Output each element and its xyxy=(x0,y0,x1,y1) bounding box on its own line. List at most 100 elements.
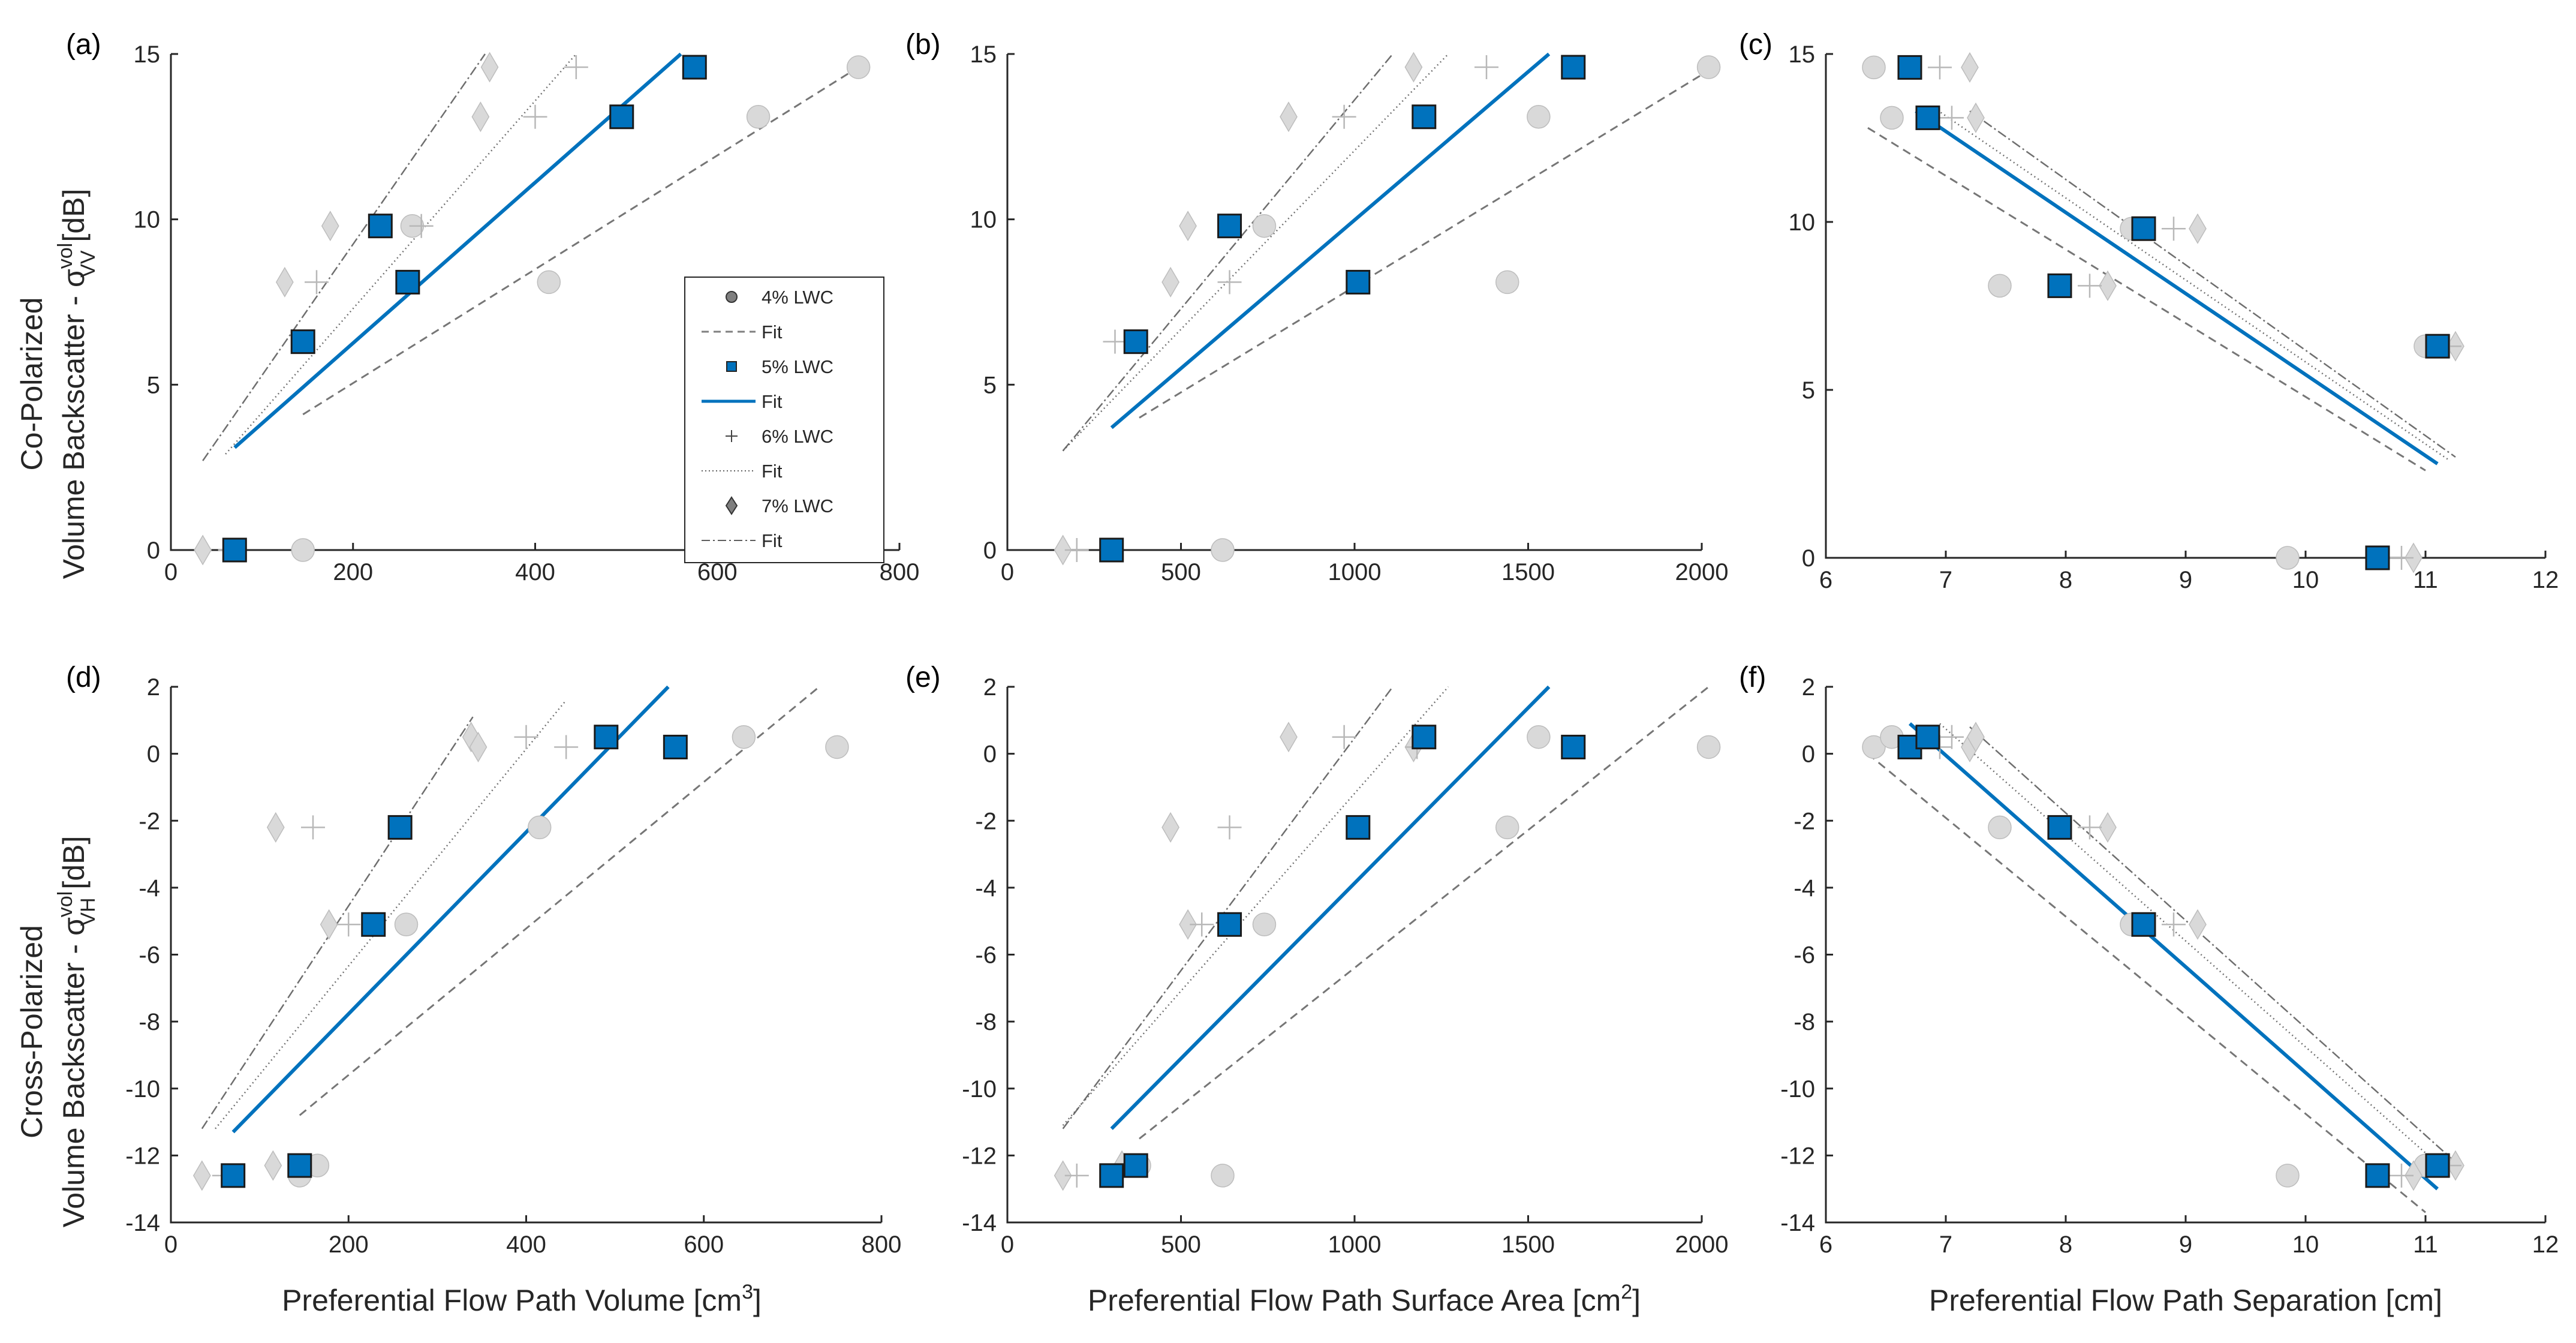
xlabel-e-sup: 2 xyxy=(1621,1281,1632,1303)
xtick-label-e: 1500 xyxy=(1501,1231,1555,1258)
point-6pct-b xyxy=(1217,270,1242,295)
point-5pct-c xyxy=(2047,273,2072,298)
point-7pct-e xyxy=(1054,1160,1072,1191)
ytick-label-e: 2 xyxy=(983,674,997,701)
xtick-label-a: 600 xyxy=(697,559,738,585)
top-ylabel-main: Volume Backscatter - σ xyxy=(57,269,91,579)
xlabel-d: Preferential Flow Path Volume [cm3] xyxy=(282,1281,762,1317)
fit-line-7pct-d xyxy=(201,716,474,1129)
point-5pct-c xyxy=(2365,545,2390,570)
fit-line-7pct-a xyxy=(202,53,486,461)
point-6pct-c xyxy=(2162,217,2186,241)
point-5pct-f xyxy=(1915,725,1940,750)
panel-b: (b) 0 500 1000 1500 2000 0 5 10 15 xyxy=(905,29,1728,585)
point-6pct-c xyxy=(2390,546,2414,570)
ytick-label-d: 0 xyxy=(147,741,160,768)
point-7pct-f xyxy=(2189,909,2207,940)
xtick-label-f: 10 xyxy=(2292,1231,2319,1258)
point-7pct-b xyxy=(1404,52,1423,83)
xtick-label-a: 800 xyxy=(880,559,920,585)
legend: 4% LWC Fit 5% LWC Fit 6% LWC Fit 7% LWC … xyxy=(684,277,884,563)
panel-f: (f) 6 7 8 9 10 11 12 -14 -12 -10 -8 -6 -4 -2 0 2 xyxy=(1739,662,2559,1258)
point-6pct-b xyxy=(1474,55,1499,80)
fit-line-4pct-d xyxy=(299,686,820,1116)
point-5pct-b xyxy=(1561,55,1586,80)
point-6pct-c xyxy=(2078,274,2102,298)
panel-label-c: (c) xyxy=(1739,29,1772,61)
legend-7pct-marker xyxy=(725,496,738,515)
xtick-label-b: 1000 xyxy=(1328,559,1382,585)
ytick-label-c: 0 xyxy=(1802,545,1815,572)
fit-line-4pct-f xyxy=(1867,753,2426,1213)
ytick-label-e: -8 xyxy=(975,1009,997,1035)
xlabel-e-end: ] xyxy=(1632,1284,1641,1317)
ytick-label-f: -14 xyxy=(1780,1210,1815,1236)
xtick-label-f: 6 xyxy=(1819,1231,1832,1258)
point-6pct-d xyxy=(554,735,579,759)
point-6pct-f xyxy=(2078,815,2102,840)
point-4pct-a xyxy=(291,538,315,562)
point-5pct-c xyxy=(1915,105,1940,130)
ytick-label-d: -4 xyxy=(139,875,160,902)
point-6pct-b xyxy=(1332,104,1356,129)
ytick-label-c: 5 xyxy=(1802,377,1815,404)
ytick-label-f: 0 xyxy=(1802,741,1815,768)
fit-line-5pct-d xyxy=(231,685,670,1134)
xlabel-d-sup: 3 xyxy=(742,1281,753,1303)
point-6pct-b xyxy=(1103,329,1127,354)
point-4pct-f xyxy=(2276,1164,2300,1188)
top-ylabel-sup: vol xyxy=(54,243,77,269)
point-7pct-b xyxy=(1179,211,1197,242)
point-7pct-c xyxy=(2189,213,2207,244)
legend-entry-8: Fit xyxy=(762,530,783,551)
point-6pct-d xyxy=(514,725,538,749)
point-5pct-a xyxy=(290,329,315,354)
panel-label-b: (b) xyxy=(905,29,941,61)
panel-d: (d) 0 200 400 600 800 -14 -12 -10 -8 -6 -4 -2 0 2 xyxy=(66,662,901,1258)
xtick-label-c: 8 xyxy=(2059,567,2072,593)
ytick-label-e: -10 xyxy=(962,1076,997,1102)
panel-c: (c) 6 7 8 9 10 11 12 0 5 10 15 xyxy=(1739,29,2559,593)
xtick-label-b: 2000 xyxy=(1675,559,1729,585)
point-4pct-b xyxy=(1495,270,1519,295)
fit-line-5pct-a xyxy=(233,52,682,449)
ytick-label-d: -10 xyxy=(125,1076,160,1102)
xtick-label-d: 200 xyxy=(329,1231,369,1258)
xtick-label-a: 400 xyxy=(515,559,555,585)
point-7pct-c xyxy=(1967,102,1985,133)
xtick-label-c: 6 xyxy=(1819,567,1832,593)
point-4pct-b xyxy=(1252,214,1277,238)
point-5pct-f xyxy=(2047,815,2072,840)
xtick-label-f: 12 xyxy=(2532,1231,2559,1258)
point-5pct-b xyxy=(1099,537,1124,563)
point-7pct-a xyxy=(321,211,339,242)
fit-line-6pct-b xyxy=(1062,53,1449,452)
point-6pct-a xyxy=(564,55,588,80)
legend-entry-5: 6% LWC xyxy=(762,426,833,447)
point-5pct-e xyxy=(1412,725,1437,750)
fit-line-5pct-f xyxy=(1909,722,2439,1191)
point-4pct-d xyxy=(825,735,849,759)
ytick-label-f: -12 xyxy=(1780,1143,1815,1169)
bottom-ylabel-sub: VH xyxy=(77,897,100,926)
bottom-ylabel-line2: Volume Backscatter - σvolVH [dB] xyxy=(54,836,100,1228)
ytick-label-f: -4 xyxy=(1793,875,1815,902)
point-4pct-e xyxy=(1495,815,1519,840)
axes-d xyxy=(170,687,881,1224)
fit-line-6pct-f xyxy=(1939,723,2444,1170)
ytick-label-f: 2 xyxy=(1802,674,1815,701)
fit-line-5pct-e xyxy=(1110,685,1551,1130)
axes-f xyxy=(1825,687,2545,1224)
fit-line-5pct-b xyxy=(1110,52,1551,429)
point-6pct-e xyxy=(1190,912,1214,937)
point-5pct-a xyxy=(395,269,420,295)
point-7pct-e xyxy=(1161,812,1179,843)
ytick-label-b: 15 xyxy=(970,41,997,68)
ytick-label-b: 10 xyxy=(970,207,997,233)
ytick-label-e: -4 xyxy=(975,875,997,902)
ytick-label-c: 10 xyxy=(1789,209,1816,236)
xtick-label-a: 200 xyxy=(333,559,373,585)
point-6pct-f xyxy=(2390,1163,2414,1188)
ytick-label-a: 10 xyxy=(134,207,161,233)
